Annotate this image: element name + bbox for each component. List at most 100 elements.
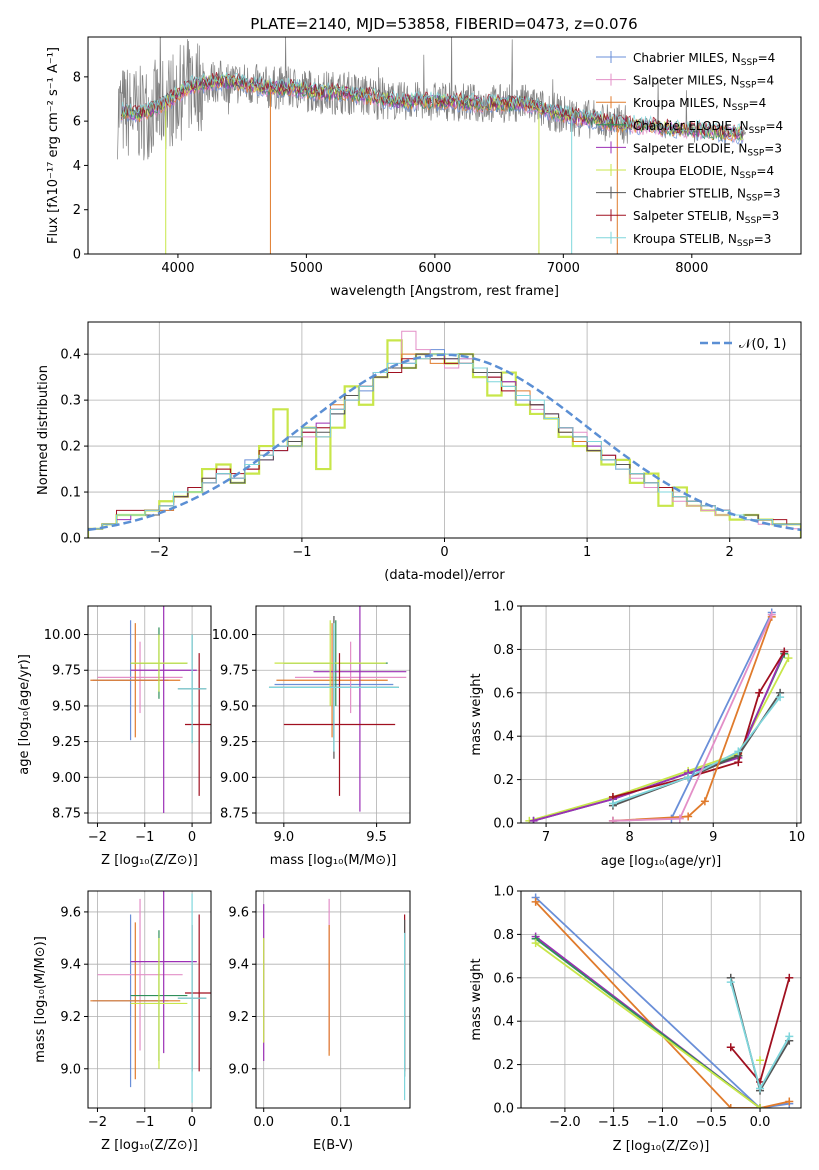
y-axis-label: mass weight	[469, 673, 484, 755]
error-bars	[90, 891, 211, 1103]
y-tick-label: 0.4	[493, 1015, 514, 1030]
y-tick-label: 9.0	[228, 1062, 249, 1077]
y-tick-label: 9.6	[60, 905, 81, 920]
x-axis-label: age [log₁₀(age/yr)]	[601, 854, 722, 869]
y-tick-label: 9.00	[220, 771, 249, 786]
x-tick-label: 4000	[161, 261, 194, 276]
y-tick-label: 0.4	[493, 730, 514, 745]
figure-title: PLATE=2140, MJD=53858, FIBERID=0473, z=0…	[250, 15, 637, 33]
y-tick-label: 9.00	[52, 771, 81, 786]
x-tick-label: 5000	[290, 261, 323, 276]
legend-label-salp_stelib: Salpeter STELIB, NSSP=3	[633, 209, 779, 226]
age_vs_Z-panel: −2 −1 0 8.75 9.00 9.25 9.50 9.75 10.00 Z [log₁₀(Z…	[17, 605, 212, 868]
y-axis-label: mass weight	[469, 958, 484, 1040]
weight_vs_Z-panel: −2.0 −1.5 −1.0 −0.5 0.0 0.0 0.2 0.4 0.6 0.8 1.0 Z […	[469, 885, 802, 1154]
x-axis-label: Z [log₁₀(Z/Z⊙)]	[613, 1139, 710, 1154]
y-tick-label: 0.4	[60, 348, 81, 363]
y-tick-label: 9.25	[52, 735, 81, 750]
y-tick-label: 0.3	[60, 394, 81, 409]
y-tick-label: 9.4	[60, 958, 81, 973]
x-tick-label: −2	[88, 1115, 107, 1130]
normal-curve	[88, 353, 801, 532]
y-tick-label: 8.75	[220, 807, 249, 822]
y-tick-label: 9.4	[228, 958, 249, 973]
x-tick-label: 0.0	[253, 1115, 274, 1130]
weight-line-krou_miles	[612, 616, 773, 822]
y-tick-label: 0.0	[493, 817, 514, 832]
model-spectrum-salp_elodie	[121, 75, 744, 140]
x-axis-label: Z [log₁₀(Z/Z⊙)]	[101, 1138, 198, 1153]
error-bars	[90, 606, 211, 814]
y-tick-label: 1.0	[493, 600, 514, 615]
x-tick-label: −1	[292, 545, 311, 560]
x-tick-label: 2	[726, 545, 734, 560]
legend-label-chab_miles: Chabrier MILES, NSSP=4	[633, 51, 775, 68]
plot-frame	[87, 321, 802, 539]
y-tick-label: 9.6	[228, 905, 249, 920]
y-axis-label: Flux [fλ10⁻¹⁷ erg cm⁻² s⁻¹ A⁻¹]	[46, 47, 61, 244]
y-tick-label: 9.25	[220, 735, 249, 750]
x-tick-label: 9.0	[273, 830, 294, 845]
x-tick-label: 8	[626, 830, 634, 845]
y-tick-label: 2	[73, 203, 81, 218]
weight-line-krou_stelib	[612, 696, 781, 805]
y-tick-label: 9.2	[60, 1010, 81, 1025]
x-tick-label: 1	[583, 545, 591, 560]
observed-spectrum	[117, 37, 746, 161]
plot-frame	[520, 605, 802, 824]
y-tick-label: 9.50	[220, 699, 249, 714]
legend-label-chab_stelib: Chabrier STELIB, NSSP=3	[633, 187, 781, 204]
spectrum-panel: 4000 5000 6000 7000 8000 0 2 4 6 8 wavelength [Ang…	[46, 36, 802, 299]
spectrum-lines	[117, 37, 746, 254]
y-axis-label: mass [log₁₀(M/M⊙)]	[33, 936, 48, 1063]
weight-line-krou_elodie	[535, 942, 761, 1108]
mass_vs_ebv-panel: 0.0 0.1 9.0 9.2 9.4 9.6 E(B-V)	[228, 890, 411, 1153]
weight-line-chab_miles	[534, 896, 790, 1108]
y-tick-label: 9.0	[60, 1062, 81, 1077]
x-tick-label: −2.0	[549, 1115, 581, 1130]
mass_vs_Z-panel: −2 −1 0 9.0 9.2 9.4 9.6 Z [log₁₀(Z/Z⊙)] mass [lo…	[33, 890, 212, 1153]
y-tick-label: 10.00	[44, 628, 81, 643]
legend-label-krou_elodie: Kroupa ELODIE, NSSP=4	[633, 164, 774, 181]
model-spectrum-chab_miles	[121, 79, 744, 145]
y-axis-label: Normed distribution	[36, 365, 51, 495]
y-tick-label: 8	[73, 70, 81, 85]
x-tick-label: 10	[789, 830, 806, 845]
y-tick-label: 9.2	[228, 1010, 249, 1025]
x-tick-label: −2	[88, 830, 107, 845]
y-tick-label: 4	[73, 159, 81, 174]
x-tick-label: 7000	[547, 261, 580, 276]
y-tick-label: 0.8	[493, 928, 514, 943]
y-tick-label: 0.6	[493, 971, 514, 986]
histograms	[88, 330, 801, 538]
error-bars	[263, 898, 406, 1101]
y-tick-label: 6	[73, 115, 81, 130]
y-tick-label: 9.75	[52, 664, 81, 679]
legend-label-chab_elodie: Chabrier ELODIE, NSSP=4	[633, 119, 783, 136]
age_vs_mass-panel: 9.0 9.5 8.75 9.00 9.25 9.50 9.75 10.00 mass [log…	[212, 605, 411, 868]
x-tick-label: 0.1	[330, 1115, 351, 1130]
y-tick-label: 0.8	[493, 643, 514, 658]
legend: Chabrier MILES, NSSP=4 Salpeter MILES, NS…	[596, 51, 783, 249]
y-tick-label: 0.0	[60, 532, 81, 547]
residuals-panel: −2 −1 0 1 2 0.0 0.1 0.2 0.3 0.4 (data-model)/error…	[36, 321, 802, 583]
y-tick-label: 0	[73, 248, 81, 263]
x-tick-label: 9.5	[366, 830, 387, 845]
y-tick-label: 0.2	[493, 1058, 514, 1073]
plot-frame	[87, 605, 212, 824]
x-tick-label: 8000	[675, 261, 708, 276]
legend-label-krou_stelib: Kroupa STELIB, NSSP=3	[633, 232, 771, 249]
weight_vs_age-panel: 7 8 9 10 0.0 0.2 0.4 0.6 0.8 1.0 age [log₁₀(age/yr…	[469, 600, 805, 870]
x-tick-label: 7	[542, 830, 550, 845]
y-tick-label: 9.75	[220, 664, 249, 679]
y-tick-label: 0.2	[493, 773, 514, 788]
x-tick-label: 9	[709, 830, 717, 845]
x-tick-label: −1.5	[598, 1115, 630, 1130]
y-tick-label: 0.2	[60, 440, 81, 455]
y-tick-label: 9.50	[52, 699, 81, 714]
error-bars	[268, 606, 407, 812]
model-spectrum-krou_stelib	[121, 72, 744, 136]
y-tick-label: 0.0	[493, 1102, 514, 1117]
y-tick-label: 8.75	[52, 807, 81, 822]
y-tick-label: 10.00	[212, 628, 249, 643]
